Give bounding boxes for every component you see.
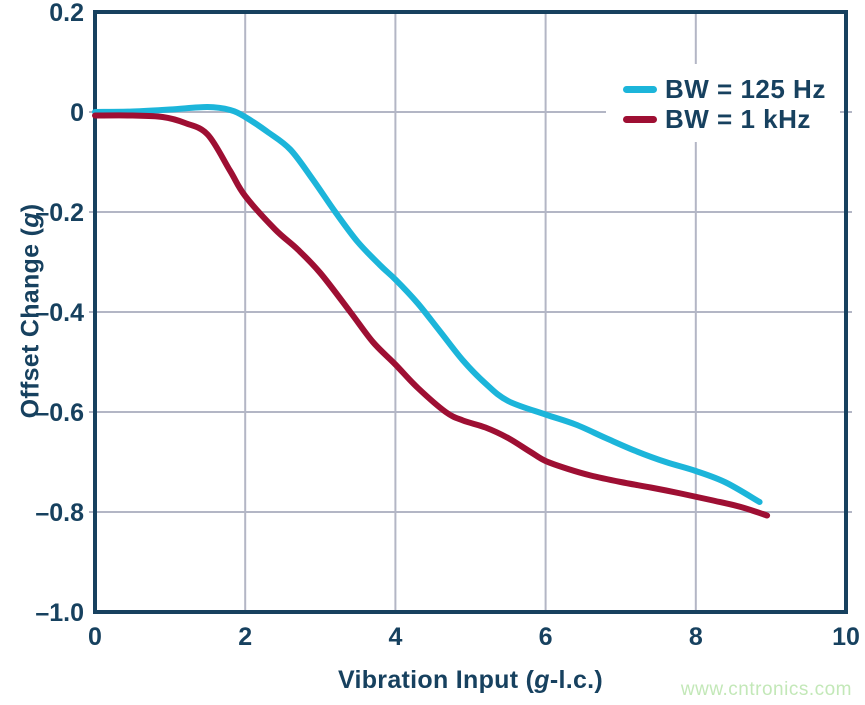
series-line-bw-1-khz (92, 112, 771, 519)
legend-item-bw-125hz: BW = 125 Hz (623, 74, 826, 104)
x-tick-label: 10 (832, 623, 860, 651)
y-tick-label: –1.0 (35, 599, 84, 627)
legend: BW = 125 Hz BW = 1 kHz (606, 64, 840, 142)
watermark: www.cntronics.com (680, 679, 852, 700)
x-tick-label: 8 (689, 623, 703, 651)
y-axis-title-text: Offset Change ( (16, 227, 45, 419)
y-tick-label: –0.8 (35, 499, 84, 527)
y-tick-label: –0.4 (35, 299, 84, 327)
series-line-bw-125-hz (92, 103, 763, 505)
x-tick-label: 0 (88, 623, 102, 651)
y-axis-title-italic-g: g (16, 212, 45, 228)
x-tick-label: 6 (539, 623, 553, 651)
x-axis-title: Vibration Input (g-l.c.) (95, 666, 846, 695)
legend-label-125hz: BW = 125 Hz (665, 73, 826, 104)
legend-label-1khz: BW = 1 kHz (665, 103, 811, 134)
x-axis-title-italic-g: g (534, 666, 550, 694)
x-axis-title-suffix: -l.c.) (549, 666, 604, 694)
x-tick-label: 4 (388, 623, 402, 651)
x-axis-title-text: Vibration Input ( (337, 666, 535, 694)
y-tick-label: –0.6 (35, 399, 84, 427)
x-tick-label: 2 (238, 623, 252, 651)
y-tick-label: –0.2 (35, 199, 84, 227)
legend-line-sample-1khz (623, 115, 657, 123)
plot-frame (93, 10, 848, 614)
legend-item-bw-1khz: BW = 1 kHz (623, 104, 826, 134)
legend-line-sample-125hz (623, 85, 657, 93)
y-axis-title-suffix: ) (16, 203, 45, 213)
y-tick-label: 0 (70, 99, 84, 127)
y-axis-title: Offset Change (g) (17, 204, 46, 419)
y-tick-label: 0.2 (49, 0, 84, 27)
